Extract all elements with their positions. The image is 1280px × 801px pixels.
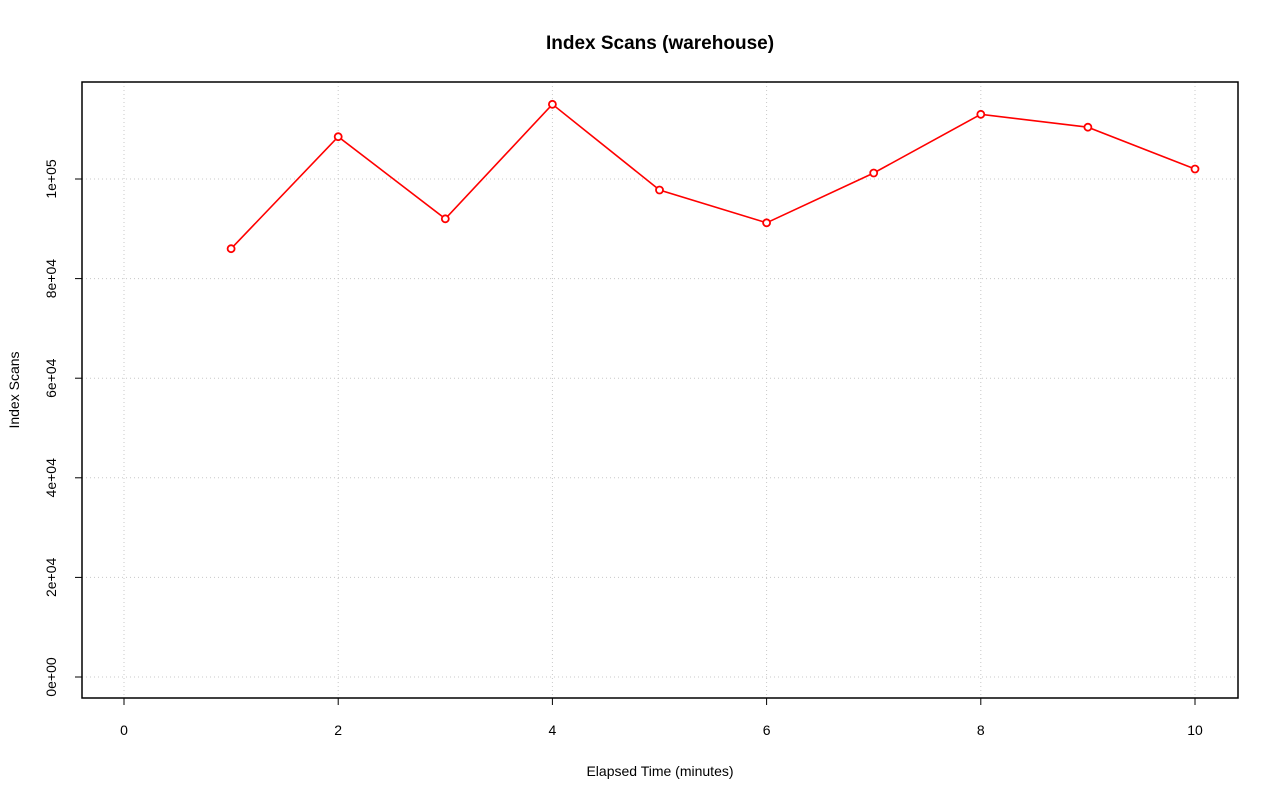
x-axis: 0 2 4 6 8 10 — [120, 698, 1203, 738]
data-point — [869, 168, 879, 178]
x-tick-label: 6 — [763, 722, 771, 738]
data-point — [333, 132, 343, 142]
x-tick-label: 8 — [977, 722, 985, 738]
y-axis-label: Index Scans — [6, 351, 22, 428]
chart-title: Index Scans (warehouse) — [546, 33, 774, 54]
x-tick-label: 0 — [120, 722, 128, 738]
data-point — [1083, 122, 1093, 132]
data-point — [226, 244, 236, 254]
y-tick-label: 1e+05 — [43, 159, 59, 199]
plot-frame — [81, 81, 1239, 699]
data-point — [440, 214, 450, 224]
x-tick-label: 4 — [549, 722, 557, 738]
x-tick-label: 2 — [334, 722, 342, 738]
data-point — [655, 185, 664, 195]
y-tick-label: 8e+04 — [43, 259, 59, 299]
y-tick-label: 6e+04 — [43, 358, 59, 398]
y-tick-label: 0e+00 — [43, 657, 59, 697]
series-layer — [226, 99, 1200, 254]
data-point — [976, 109, 986, 119]
y-tick-label: 4e+04 — [43, 458, 59, 498]
x-tick-label: 10 — [1187, 722, 1203, 738]
series-line — [230, 103, 1196, 250]
x-axis-label: Elapsed Time (minutes) — [586, 763, 733, 779]
grid — [82, 82, 1238, 698]
data-point — [762, 218, 771, 228]
y-axis: 0e+00 2e+04 4e+04 6e+04 8e+04 1e+05 — [43, 159, 82, 697]
data-point — [548, 99, 557, 109]
y-tick-label: 2e+04 — [43, 558, 59, 598]
data-point — [1190, 164, 1200, 174]
